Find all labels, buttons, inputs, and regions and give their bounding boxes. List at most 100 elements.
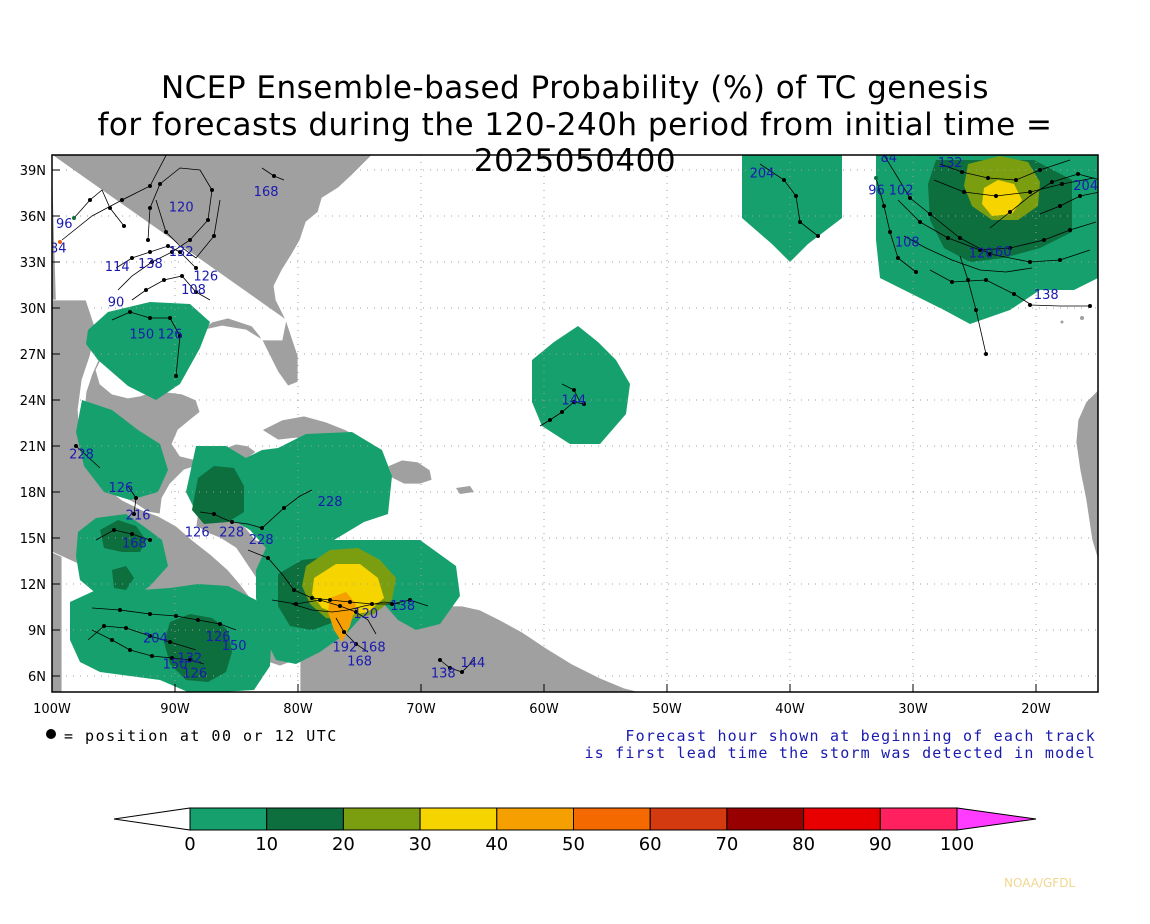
track-label: 228 [249,533,274,548]
colorbar-segment [726,807,805,831]
lon-label: 90W [160,702,190,717]
colorbar-segment [189,807,268,831]
lat-label: 21N [20,440,46,455]
axis-ticks [51,169,1037,692]
track-label: 138 [390,599,415,614]
track-label: 96 [868,183,885,198]
chart-title: NCEP Ensemble-based Probability (%) of T… [160,70,990,106]
colorbar-segment [496,807,574,831]
colorbar-label: 100 [940,834,974,855]
colorbar-upper-arrow [956,807,1037,831]
track-label: 228 [219,526,244,541]
track-label: 138 [431,667,456,682]
track-label: 126 [158,328,183,343]
colorbar-label: 20 [332,834,355,855]
colorbar-label: 0 [184,834,195,855]
track-label: 204 [750,167,775,182]
lat-label: 33N [20,256,46,271]
lon-label: 100W [33,702,71,717]
forecast-note-line2: is first lead time the storm was detecte… [584,744,1096,762]
lat-label: 9N [28,624,46,639]
track-label: 96 [56,217,73,232]
track-label: 102 [889,183,914,198]
track-label: 126 [185,526,210,541]
track-label: 108 [895,236,920,251]
track-label: 120 [353,607,378,622]
track-label: 132 [938,156,963,171]
lon-label: 30W [898,702,928,717]
lat-label: 36N [20,210,46,225]
colorbar-label: 60 [639,834,662,855]
track-label: 150 [163,658,188,673]
track-label: 168 [122,536,147,551]
colorbar-segment [649,807,728,831]
track-label: 108 [181,283,206,298]
track-label: 150 [129,328,154,343]
colorbar-segment [803,807,881,831]
colorbar-segment [342,807,421,831]
track-label: 168 [361,641,386,656]
track-label: 144 [460,656,485,671]
colorbar-segment [573,807,651,831]
colorbar-labels: 0 10 20 30 40 50 60 70 80 90 100 [184,834,974,855]
track-label: 120 [169,200,194,215]
track-label: 132 [169,245,194,260]
track-label: 126 [206,630,231,645]
position-dot-icon [46,729,56,739]
colorbar-label: 50 [562,834,585,855]
lon-label: 40W [775,702,805,717]
lat-label: 30N [20,302,46,317]
track-label: 120 [969,246,994,261]
lat-label: 18N [20,486,46,501]
track-label: 150 [222,639,247,654]
credit-text: NOAA/GFDL [1004,876,1076,890]
track-label: 90 [108,295,125,310]
colorbar-label: 80 [792,834,815,855]
lat-label: 24N [20,394,46,409]
track-label: 204 [143,631,168,646]
track-label: 114 [105,260,130,275]
track-label: 84 [881,151,898,166]
colorbar-label: 70 [715,834,738,855]
track-label: 204 [1073,179,1098,194]
lon-label: 50W [652,702,682,717]
lon-label: 80W [283,702,313,717]
colorbar-label: 30 [409,834,432,855]
track-label: 216 [126,509,151,524]
lon-label: 60W [529,702,559,717]
colorbar-segment [879,807,958,831]
colorbar-label: 40 [485,834,508,855]
track-label: 144 [561,394,586,409]
track-label: 126 [108,481,133,496]
lon-labels: 100W 90W 80W 70W 60W 50W 40W 30W 20W [33,702,1051,717]
lat-label: 12N [20,578,46,593]
forecast-note-line1: Forecast hour shown at beginning of each… [625,727,1096,745]
lat-labels: 39N 36N 33N 30N 27N 24N 21N 18N 15N 12N … [20,164,46,685]
africa-land [1075,389,1098,561]
track-label: 138 [1034,288,1059,303]
lon-label: 20W [1021,702,1051,717]
colorbar-segment [419,807,498,831]
lon-label: 70W [406,702,436,717]
track-label: 168 [347,655,372,670]
colorbar [113,807,1037,831]
track-label: 126 [193,269,218,284]
colorbar-label: 90 [869,834,892,855]
prob-10-shading [70,155,1098,692]
colorbar-lower-arrow [113,807,191,831]
track-label: 192 [332,641,357,656]
track-label: 168 [254,185,279,200]
colorbar-segment [266,807,344,831]
chart-subtitle: for forecasts during the 120-240h period… [97,107,1053,179]
track-label: 132 [177,651,202,666]
lat-label: 39N [20,164,46,179]
puerto-rico-land [456,486,474,494]
track-label: 228 [69,447,94,462]
track-label: 138 [138,257,163,272]
lat-label: 27N [20,348,46,363]
track-label: 84 [50,242,67,257]
position-legend-text: = position at 00 or 12 UTC [64,727,338,745]
colorbar-label: 10 [255,834,278,855]
